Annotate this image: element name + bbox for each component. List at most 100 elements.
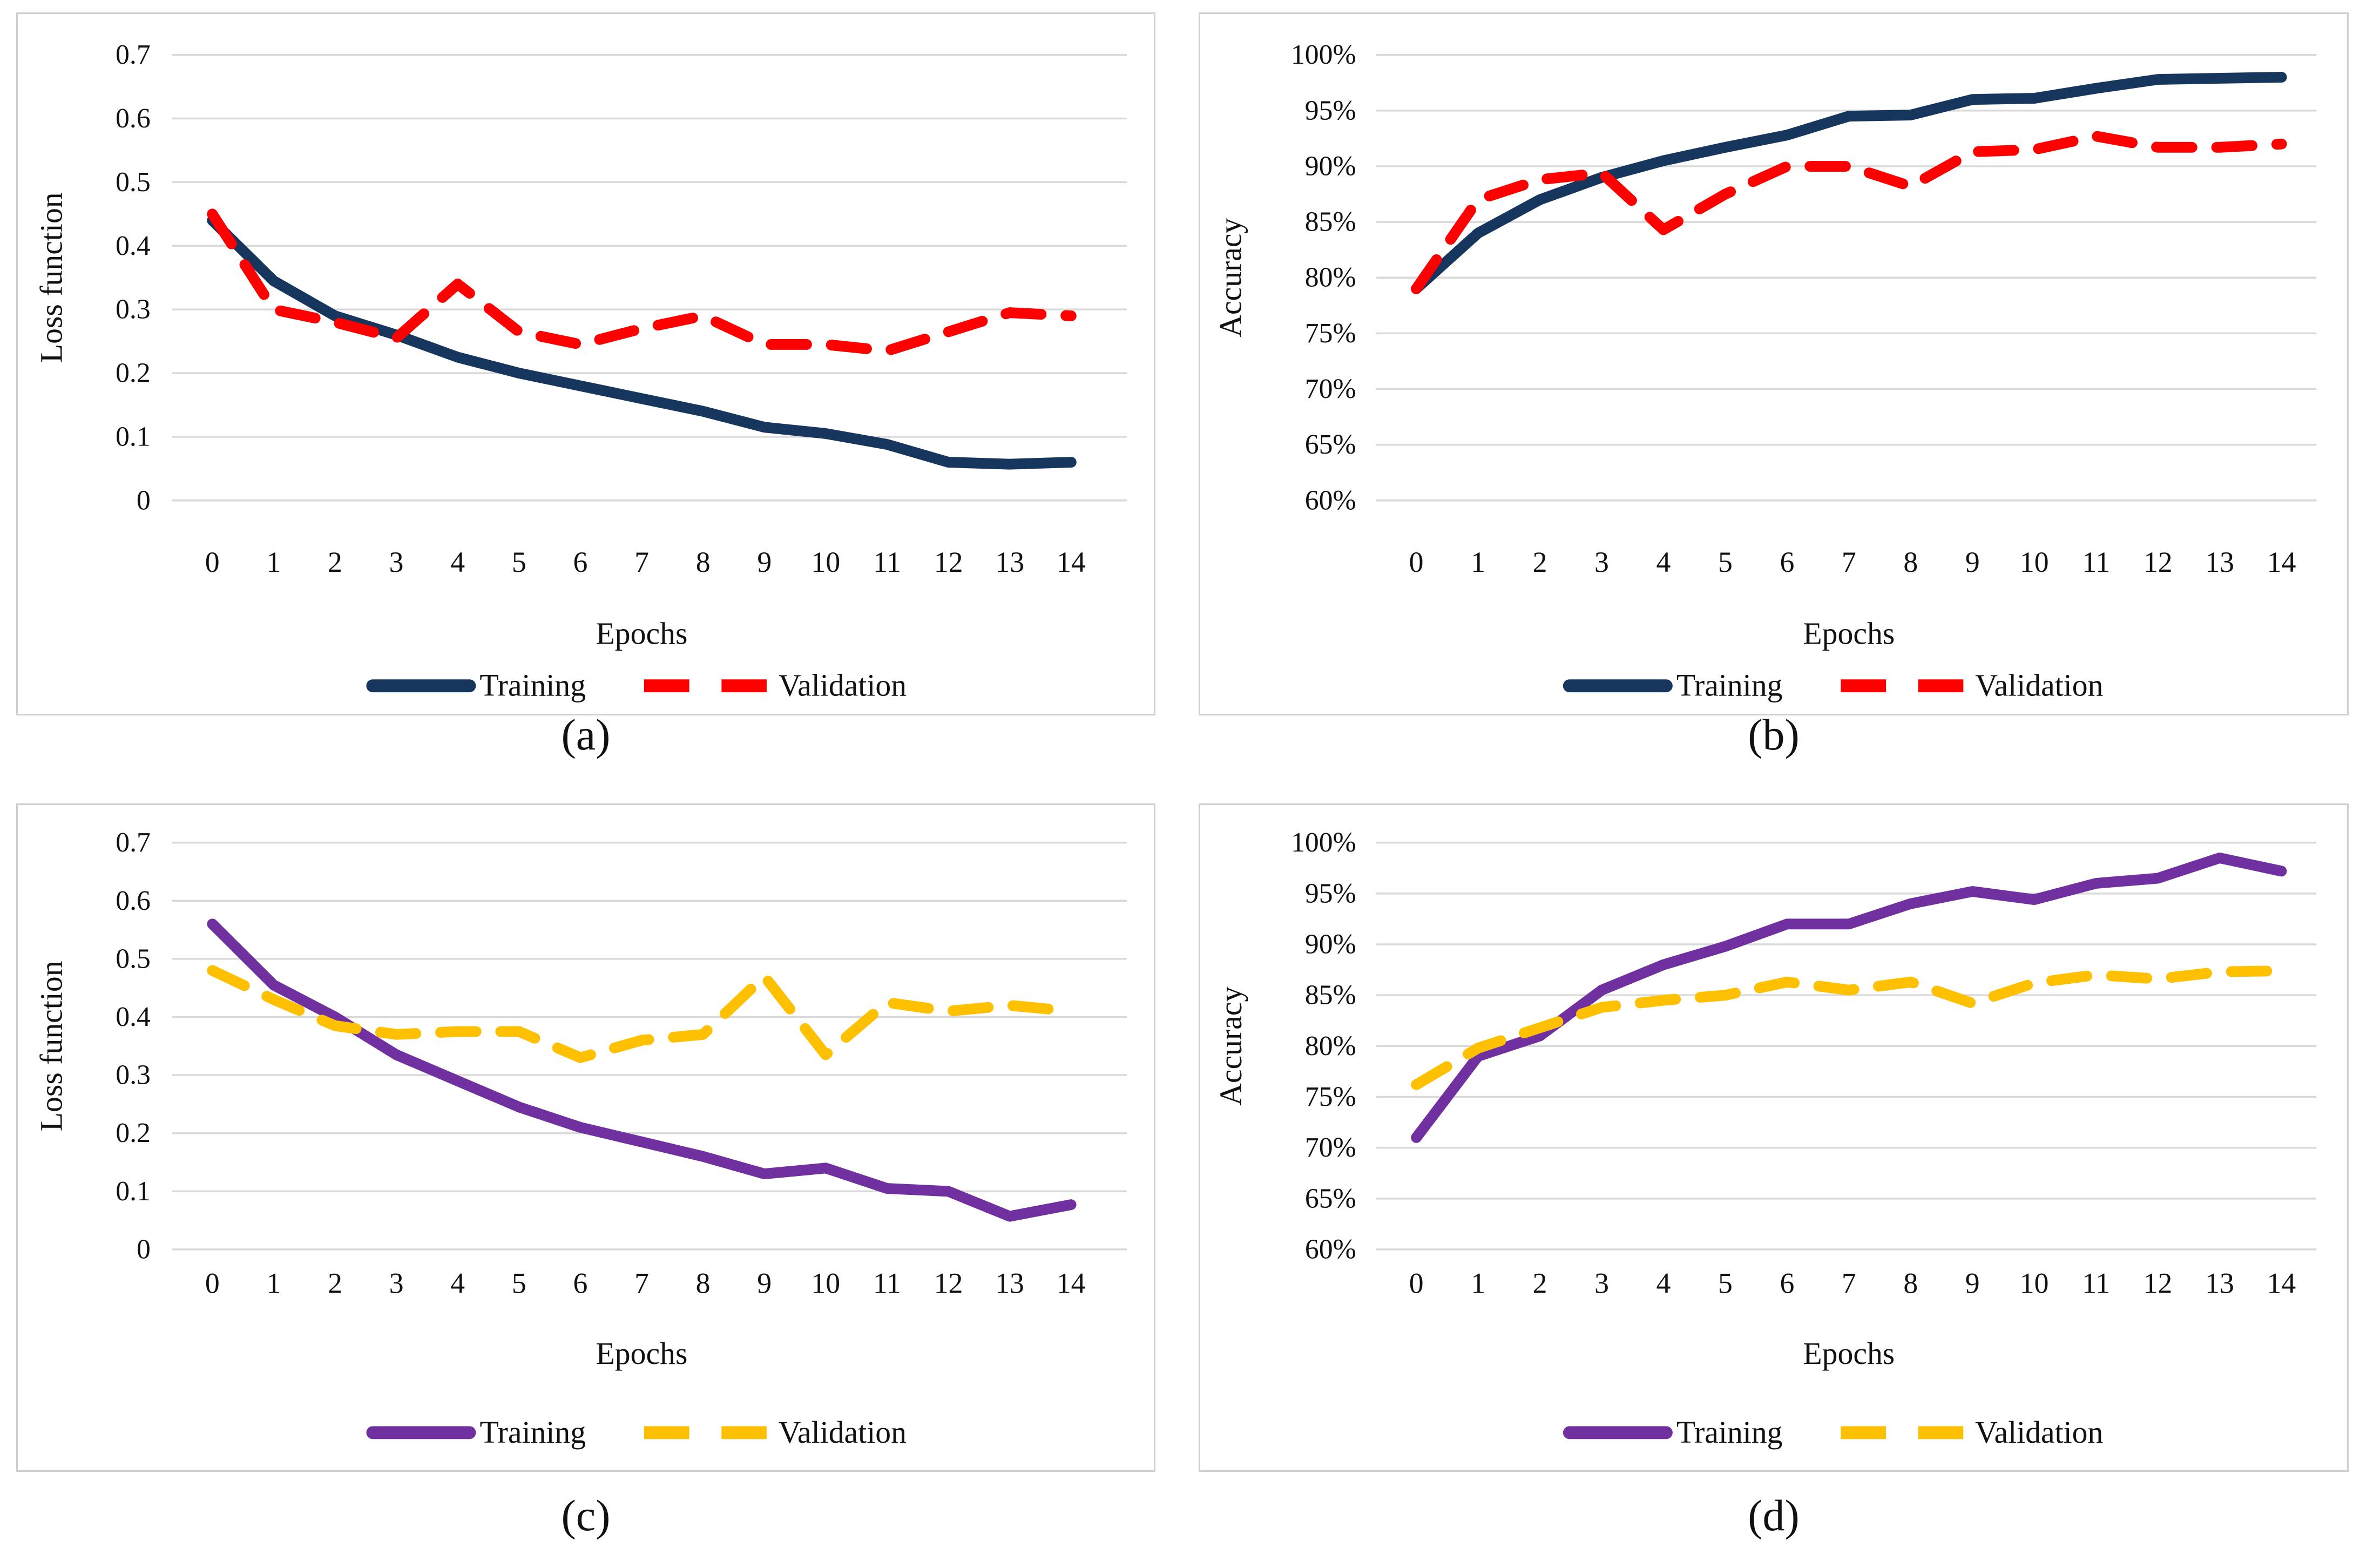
- svg-text:8: 8: [696, 1267, 711, 1300]
- svg-text:13: 13: [2205, 1267, 2234, 1300]
- svg-text:Loss function: Loss function: [35, 961, 69, 1131]
- svg-text:3: 3: [389, 546, 404, 578]
- svg-text:0: 0: [1409, 1267, 1424, 1300]
- svg-text:9: 9: [1965, 1267, 1980, 1300]
- svg-text:85%: 85%: [1305, 980, 1356, 1011]
- svg-text:6: 6: [1780, 546, 1794, 578]
- svg-text:5: 5: [1718, 546, 1733, 578]
- svg-text:7: 7: [634, 1267, 649, 1300]
- panel-b: 100% 95% 90% 85% 80% 75% 70% 65% 60% 0 1 2 3 4 5 6 7 8 9 10…: [1199, 12, 2349, 715]
- svg-text:12: 12: [934, 1267, 963, 1300]
- caption-b: (b): [1748, 710, 1800, 759]
- svg-text:10: 10: [2020, 546, 2049, 578]
- svg-text:13: 13: [995, 1267, 1024, 1300]
- svg-text:9: 9: [757, 1267, 772, 1300]
- svg-text:0.6: 0.6: [116, 103, 151, 134]
- svg-text:Accuracy: Accuracy: [1214, 986, 1248, 1106]
- caption-c: (c): [561, 1491, 611, 1540]
- svg-text:75%: 75%: [1305, 318, 1356, 349]
- svg-text:1: 1: [1471, 546, 1485, 578]
- caption-d: (d): [1748, 1491, 1800, 1540]
- svg-text:100%: 100%: [1291, 39, 1356, 70]
- svg-text:0.3: 0.3: [116, 294, 151, 325]
- svg-text:4: 4: [1656, 1267, 1671, 1300]
- svg-text:0.3: 0.3: [116, 1060, 151, 1091]
- svg-text:2: 2: [1533, 546, 1547, 578]
- svg-text:Validation: Validation: [779, 669, 907, 703]
- svg-text:5: 5: [512, 1267, 526, 1300]
- svg-text:Training: Training: [1676, 669, 1783, 703]
- svg-text:12: 12: [2143, 546, 2173, 578]
- panel-a: 0.7 0.6 0.5 0.4 0.3 0.2 0.1 0 0 1 2 3 4 5 6 7 8 9 10 11 12 13…: [16, 12, 1155, 715]
- svg-text:90%: 90%: [1305, 929, 1356, 959]
- svg-text:Training: Training: [479, 669, 586, 703]
- svg-text:75%: 75%: [1305, 1082, 1356, 1112]
- svg-text:65%: 65%: [1305, 429, 1356, 460]
- svg-text:10: 10: [811, 1267, 840, 1300]
- svg-text:0: 0: [137, 485, 151, 516]
- svg-text:Training: Training: [1676, 1416, 1783, 1450]
- svg-text:Accuracy: Accuracy: [1214, 218, 1248, 337]
- svg-text:0.4: 0.4: [116, 231, 151, 261]
- svg-text:0.1: 0.1: [116, 1176, 151, 1207]
- svg-text:80%: 80%: [1305, 1031, 1356, 1062]
- svg-text:Validation: Validation: [1975, 1416, 2103, 1450]
- svg-text:70%: 70%: [1305, 374, 1356, 404]
- svg-text:0: 0: [137, 1234, 151, 1265]
- svg-text:60%: 60%: [1305, 485, 1356, 516]
- svg-text:0: 0: [205, 1267, 220, 1300]
- svg-text:85%: 85%: [1305, 207, 1356, 238]
- svg-text:6: 6: [1780, 1267, 1794, 1300]
- svg-text:1: 1: [267, 1267, 281, 1300]
- svg-text:80%: 80%: [1305, 262, 1356, 293]
- svg-text:Epochs: Epochs: [1803, 617, 1895, 651]
- svg-text:Loss function: Loss function: [35, 192, 69, 363]
- svg-text:4: 4: [450, 546, 465, 578]
- svg-text:8: 8: [696, 546, 711, 578]
- svg-text:0.5: 0.5: [116, 167, 151, 198]
- svg-text:95%: 95%: [1305, 878, 1356, 909]
- svg-text:9: 9: [1965, 546, 1980, 578]
- svg-text:Epochs: Epochs: [596, 1337, 688, 1371]
- svg-text:0.2: 0.2: [116, 1118, 151, 1148]
- svg-text:Training: Training: [479, 1416, 586, 1450]
- svg-text:14: 14: [1057, 1267, 1086, 1300]
- svg-text:13: 13: [2205, 546, 2234, 578]
- svg-text:2: 2: [328, 1267, 342, 1300]
- svg-text:7: 7: [1842, 1267, 1856, 1300]
- svg-text:90%: 90%: [1305, 151, 1356, 181]
- loss-chart-a: 0.70.60.50.40.30.20.100 1 2 3 4 5 6 7 8 9 10 11 12 13…: [35, 39, 1127, 703]
- svg-text:3: 3: [1594, 1267, 1609, 1300]
- svg-text:0.5: 0.5: [116, 943, 151, 974]
- svg-text:1: 1: [266, 546, 281, 578]
- svg-text:0: 0: [205, 546, 220, 578]
- svg-text:70%: 70%: [1305, 1132, 1356, 1163]
- svg-text:65%: 65%: [1305, 1183, 1356, 1214]
- svg-text:8: 8: [1903, 546, 1918, 578]
- svg-text:2: 2: [328, 546, 342, 578]
- svg-text:0.2: 0.2: [116, 358, 151, 389]
- svg-text:10: 10: [811, 546, 840, 578]
- svg-text:0.7: 0.7: [116, 827, 151, 858]
- svg-text:0.1: 0.1: [116, 421, 151, 452]
- svg-text:11: 11: [2082, 1267, 2110, 1300]
- panel-d: 100% 95% 90% 85% 80% 75% 70% 65% 60% 0 1 2 3 4 5 6 7 8 9 10…: [1199, 803, 2349, 1472]
- svg-text:0.7: 0.7: [116, 39, 151, 70]
- svg-text:5: 5: [512, 546, 526, 578]
- svg-text:100%: 100%: [1291, 827, 1356, 858]
- svg-text:13: 13: [995, 546, 1024, 578]
- svg-text:60%: 60%: [1305, 1234, 1356, 1265]
- svg-text:12: 12: [934, 546, 963, 578]
- svg-text:0.6: 0.6: [116, 886, 151, 916]
- svg-text:9: 9: [757, 546, 772, 578]
- svg-text:0: 0: [1409, 546, 1424, 578]
- panel-c: 0.7 0.6 0.5 0.4 0.3 0.2 0.1 0 0 1 2 3 4 5 6 7 8 9 10 11 12 13…: [16, 803, 1155, 1472]
- svg-text:10: 10: [2020, 1267, 2049, 1300]
- svg-text:6: 6: [573, 1267, 587, 1300]
- svg-text:Validation: Validation: [1975, 669, 2103, 703]
- svg-text:0.4: 0.4: [116, 1002, 151, 1032]
- svg-text:8: 8: [1903, 1267, 1918, 1300]
- svg-text:Epochs: Epochs: [1803, 1337, 1895, 1371]
- accuracy-chart-b: 100%95%90%85%80%75%70%65%60%0 1 2 3 4 5 6 7 8 9 10…: [1214, 39, 2317, 703]
- accuracy-chart-d: 100%95%90%85%80%75%70%65%60%0 1 2 3 4 5 6 7 8 9 10…: [1214, 827, 2317, 1450]
